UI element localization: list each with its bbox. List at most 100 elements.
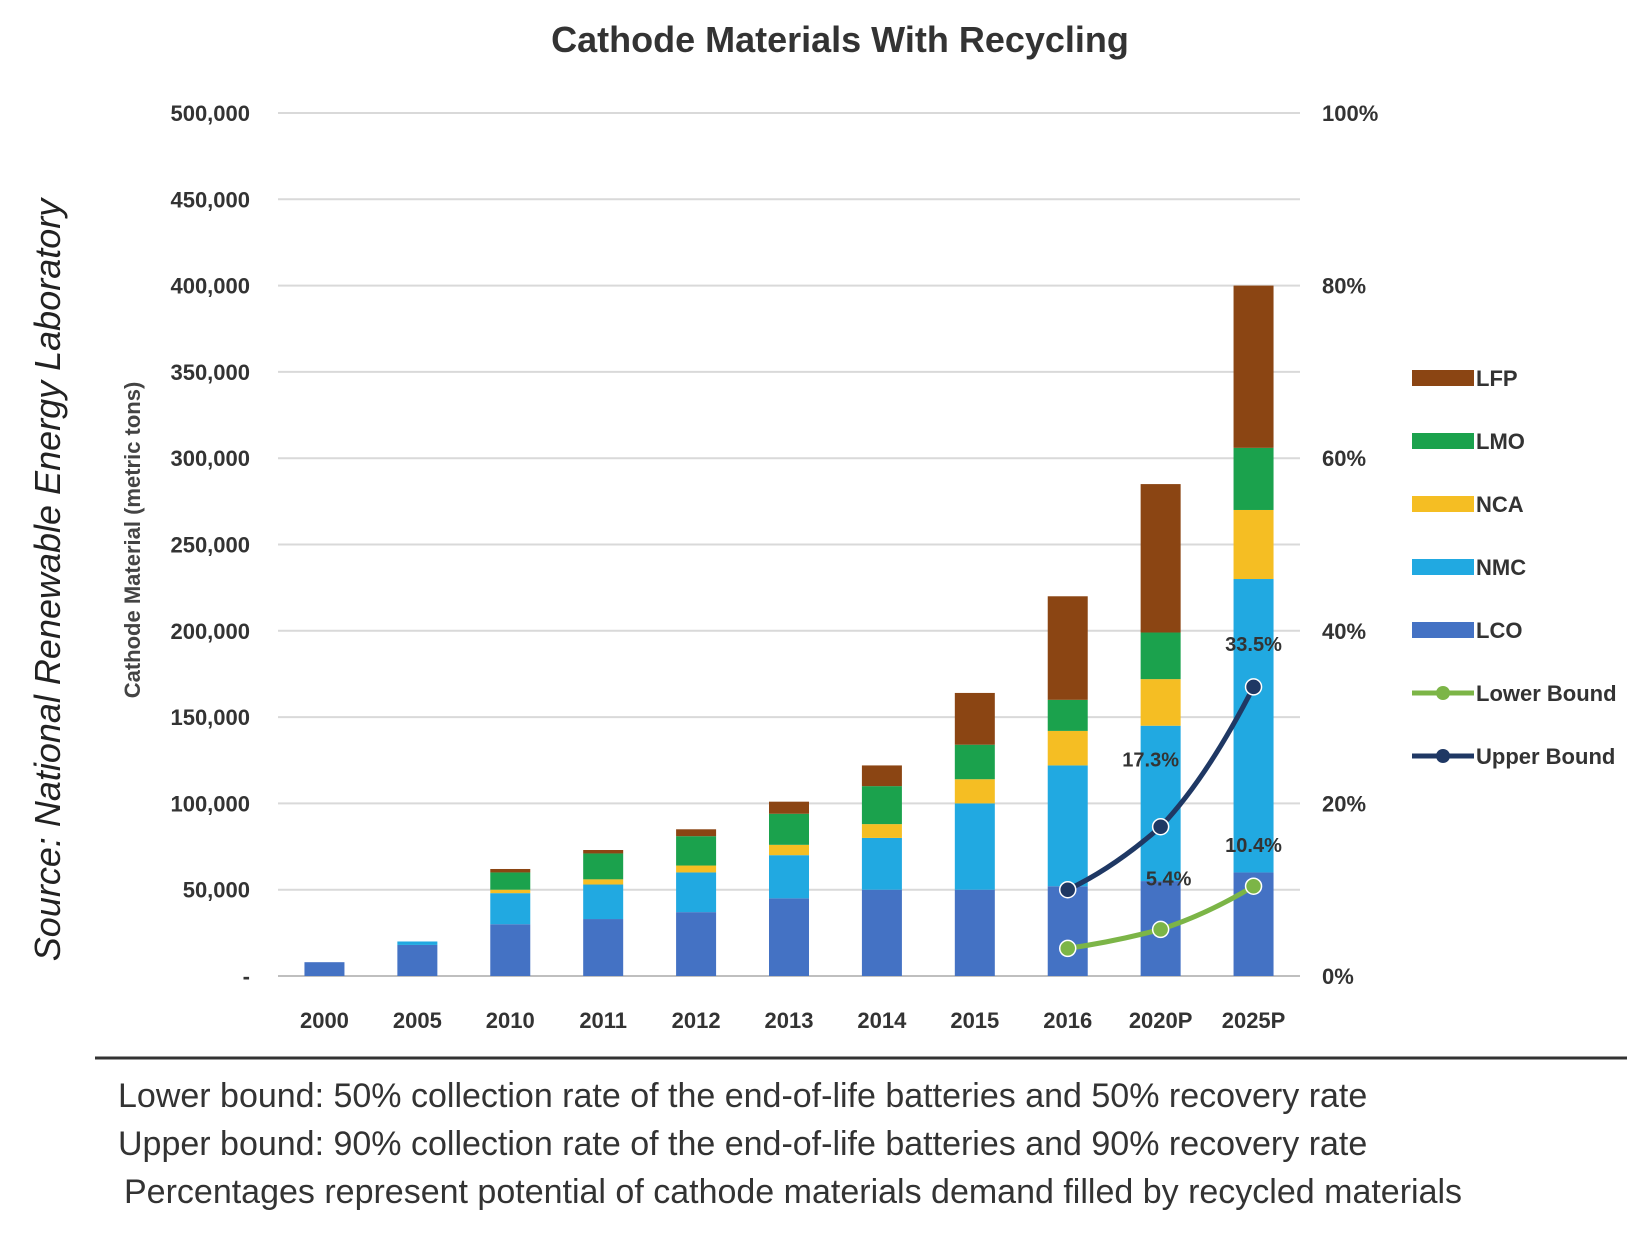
bar-lfp <box>583 850 624 854</box>
bar-nmc <box>583 884 624 920</box>
legend-swatch <box>1412 622 1474 638</box>
y2-tick-label: 0% <box>1322 964 1354 989</box>
note-lower-bound: Lower bound: 50% collection rate of the … <box>118 1077 1368 1115</box>
legend-swatch <box>1412 370 1474 386</box>
bar-lco <box>676 912 717 976</box>
y2-tick-label: 20% <box>1322 791 1366 816</box>
bar-lmo <box>1233 447 1274 510</box>
bar-nca <box>769 844 809 856</box>
legend-swatch <box>1412 433 1474 449</box>
legend-swatch <box>1412 559 1474 575</box>
x-tick-label: 2025P <box>1222 1008 1286 1033</box>
x-tick-label: 2014 <box>857 1008 907 1033</box>
bar-lmo <box>1047 699 1088 731</box>
bar-layer <box>304 285 1274 976</box>
y-tick-label: 300,000 <box>170 446 250 471</box>
y2-tick-label: 40% <box>1322 619 1366 644</box>
bar-lco <box>490 924 531 976</box>
bar-lfp <box>676 829 717 837</box>
source-label: Source: National Renewable Energy Labora… <box>27 197 68 961</box>
x-tick-label: 2011 <box>579 1008 627 1033</box>
line-layer: 33.5% 17.3% 10.4% 5.4% <box>1058 634 1282 958</box>
bar-lco <box>769 898 809 976</box>
point-lower-bound <box>1151 920 1170 939</box>
x-tick-label: 2000 <box>300 1008 349 1033</box>
y2-tick-label: 60% <box>1322 446 1366 471</box>
bar-lfp <box>769 801 809 814</box>
bar-nca <box>1140 679 1181 726</box>
bar-nmc <box>676 872 717 913</box>
bar-lmo <box>676 836 717 866</box>
bar-nca <box>1047 730 1088 766</box>
point-upper-bound <box>1244 678 1263 696</box>
point-lower-bound <box>1058 939 1077 958</box>
bar-lmo <box>583 853 624 880</box>
x-tick-label: 2010 <box>486 1008 535 1033</box>
bar-nmc <box>954 803 995 890</box>
legend-label: LCO <box>1476 618 1522 643</box>
x-tick-label: 2005 <box>393 1008 442 1033</box>
notes: Lower bound: 50% collection rate of the … <box>118 1072 1618 1216</box>
bar-lco <box>397 944 438 976</box>
data-label: 10.4% <box>1225 835 1282 857</box>
data-label: 5.4% <box>1146 868 1192 890</box>
bar-lfp <box>490 868 531 873</box>
bar-nmc <box>1233 579 1274 873</box>
bar-nca <box>1233 509 1274 580</box>
tick-layer: - 50,000 100,000 150,000 200,000 250,000 300,0… <box>170 101 1378 1033</box>
bar-nca <box>954 779 995 804</box>
bar-nca <box>861 824 902 838</box>
bar-lmo <box>490 872 531 890</box>
bar-nca <box>490 889 531 894</box>
bar-nmc <box>769 855 809 899</box>
bar-lfp <box>1140 484 1181 633</box>
chart-title: Cathode Materials With Recycling <box>551 19 1129 60</box>
x-tick-label: 2016 <box>1043 1008 1092 1033</box>
bar-nmc <box>861 837 902 890</box>
bar-lco <box>304 962 345 976</box>
y-tick-label: - <box>243 964 250 989</box>
data-label: 17.3% <box>1122 750 1179 772</box>
y-tick-label: 250,000 <box>170 533 250 558</box>
y-axis-label: Cathode Material (metric tons) <box>120 382 145 699</box>
bar-lco <box>861 889 902 976</box>
y-tick-label: 450,000 <box>170 187 250 212</box>
legend-label: NCA <box>1476 492 1524 517</box>
y-tick-label: 50,000 <box>183 878 250 903</box>
bar-lmo <box>861 786 902 825</box>
point-lower-bound <box>1244 877 1263 895</box>
point-upper-bound <box>1151 817 1170 836</box>
bar-lmo <box>769 813 809 845</box>
data-label: 33.5% <box>1225 634 1282 656</box>
bar-lmo <box>954 744 995 780</box>
bar-lco <box>1047 886 1088 976</box>
bar-nmc <box>397 941 438 945</box>
bar-lmo <box>1140 632 1181 680</box>
bar-lco <box>954 889 995 976</box>
x-tick-label: 2015 <box>950 1008 999 1033</box>
legend-marker <box>1436 749 1450 763</box>
bar-lfp <box>1233 285 1274 448</box>
note-percentages: Percentages represent potential of catho… <box>124 1173 1463 1211</box>
bar-nca <box>676 865 717 873</box>
bar-lfp <box>954 692 995 745</box>
bar-nmc <box>1047 765 1088 887</box>
bar-nmc <box>1140 725 1181 882</box>
legend-label: LFP <box>1476 366 1518 391</box>
y-tick-label: 150,000 <box>170 705 250 730</box>
x-tick-label: 2020P <box>1129 1008 1193 1033</box>
point-upper-bound <box>1058 880 1077 899</box>
bar-lco <box>583 919 624 976</box>
bar-nmc <box>490 893 531 925</box>
legend-swatch <box>1412 496 1474 512</box>
legend-label: LMO <box>1476 429 1525 454</box>
x-tick-label: 2012 <box>672 1008 721 1033</box>
legend-label: NMC <box>1476 555 1526 580</box>
y-tick-label: 350,000 <box>170 360 250 385</box>
legend-label: Upper Bound <box>1476 744 1615 769</box>
y-tick-label: 500,000 <box>170 101 250 126</box>
gridlines <box>278 112 1300 977</box>
note-upper-bound: Upper bound: 90% collection rate of the … <box>118 1125 1368 1163</box>
y-tick-label: 100,000 <box>170 791 250 816</box>
